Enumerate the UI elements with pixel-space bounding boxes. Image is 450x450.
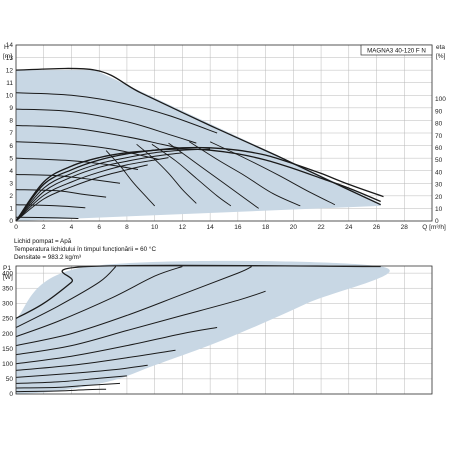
power-curve <box>15 266 183 338</box>
power-curve <box>15 388 107 393</box>
head-tick-label: 11 <box>6 80 13 87</box>
system-curve <box>189 141 301 207</box>
head-tick-label: 1 <box>9 206 13 213</box>
power-tick-label: 400 <box>2 270 13 277</box>
power-curve <box>15 290 266 356</box>
power-axis-label: P1 <box>3 265 11 272</box>
power-tick-label: 300 <box>2 301 13 308</box>
efficiency-tick-label: 50 <box>435 157 443 164</box>
pump-curve <box>15 204 86 209</box>
flow-tick-label: 20 <box>290 224 298 231</box>
head-tick-label: 9 <box>9 105 13 112</box>
efficiency-tick-label: 90 <box>435 108 443 115</box>
efficiency-curves <box>15 146 384 222</box>
power-chart-frame <box>15 265 433 395</box>
flow-axis-label: Q [m³/h] <box>422 224 446 231</box>
head-axis-unit: [m] <box>3 53 12 60</box>
efficiency-tick-label: 70 <box>435 133 443 140</box>
efficiency-curve <box>15 164 148 222</box>
pump-curve <box>15 216 79 219</box>
temperature-note: Temperatura lichidului în timpul funcțio… <box>14 245 156 253</box>
head-chart-frame <box>15 44 433 222</box>
power-curve <box>15 266 117 328</box>
efficiency-curve <box>15 152 183 222</box>
power-tick-label: 200 <box>2 331 13 338</box>
power-curve <box>15 327 218 365</box>
flow-tick-label: 10 <box>151 224 159 231</box>
efficiency-tick-label: 60 <box>435 145 443 152</box>
efficiency-tick-label: 20 <box>435 194 443 201</box>
flow-tick-label: 24 <box>345 224 353 231</box>
efficiency-curve <box>15 146 384 222</box>
power-axis-unit: [W] <box>3 274 13 281</box>
flow-tick-label: 26 <box>373 224 381 231</box>
system-curve <box>136 143 197 204</box>
power-tick-label: 350 <box>2 285 13 292</box>
power-tick-label: 150 <box>2 346 13 353</box>
head-tick-label: 10 <box>6 92 14 99</box>
efficiency-curve <box>15 157 169 222</box>
model-label-box: MAGNA3 40-120 F N <box>360 44 433 56</box>
flow-tick-label: 14 <box>207 224 215 231</box>
power-chart-ticks: 0 50 100 150 200 250 300 350 400 <box>2 270 13 398</box>
power-curve <box>15 266 252 347</box>
efficiency-tick-label: 10 <box>435 206 443 213</box>
head-tick-label: 3 <box>9 180 13 187</box>
head-tick-label: 2 <box>9 193 13 200</box>
pump-curve <box>15 92 218 134</box>
power-curve <box>15 349 176 371</box>
head-tick-label: 0 <box>9 218 13 225</box>
efficiency-tick-label: 0 <box>435 218 439 225</box>
fluid-notes: Lichid pompat = Apă Temperatura lichidul… <box>14 238 156 261</box>
pump-curve <box>15 125 180 149</box>
head-tick-label: 14 <box>6 42 14 49</box>
efficiency-tick-label: 30 <box>435 182 443 189</box>
power-curve <box>15 382 121 389</box>
flow-tick-label: 0 <box>14 224 18 231</box>
head-tick-label: 8 <box>9 118 13 125</box>
system-curve <box>168 142 259 209</box>
flow-tick-label: 2 <box>42 224 46 231</box>
efficiency-curve <box>15 148 211 222</box>
efficiency-axis-label: eta <box>436 44 445 51</box>
model-label: MAGNA3 40-120 F N <box>367 48 426 55</box>
efficiency-tick-label: 100 <box>435 96 446 103</box>
flow-tick-label: 28 <box>401 224 409 231</box>
head-tick-label: 12 <box>6 67 14 74</box>
flow-tick-label: 8 <box>125 224 129 231</box>
head-tick-label: 6 <box>9 143 13 150</box>
pump-curve <box>15 174 121 184</box>
power-flow-chart: 0 50 100 150 200 250 300 350 400 P1 [W] <box>2 260 433 398</box>
flow-tick-label: 18 <box>262 224 270 231</box>
head-tick-label: 4 <box>9 168 13 175</box>
head-axis-label: H <box>4 44 9 51</box>
flow-tick-label: 4 <box>70 224 74 231</box>
head-tick-label: 5 <box>9 155 13 162</box>
fluid-note: Lichid pompat = Apă <box>14 238 72 245</box>
pump-curve <box>15 108 197 144</box>
flow-tick-label: 12 <box>179 224 187 231</box>
flow-tick-label: 6 <box>97 224 101 231</box>
head-tick-label: 7 <box>9 130 13 137</box>
power-tick-label: 250 <box>2 316 13 323</box>
efficiency-axis-unit: [%] <box>436 53 446 60</box>
system-curve <box>105 150 156 207</box>
power-tick-label: 100 <box>2 361 13 368</box>
density-note: Densitate = 983.2 kg/m³ <box>14 254 81 261</box>
power-tick-label: 0 <box>9 391 13 398</box>
system-curve <box>151 143 232 207</box>
head-tick-label: 13 <box>6 55 14 62</box>
power-curve <box>15 375 127 384</box>
power-curve <box>15 364 148 378</box>
power-tick-label: 50 <box>6 376 14 383</box>
efficiency-tick-label: 40 <box>435 169 443 176</box>
pump-curve <box>15 189 107 198</box>
flow-tick-label: 16 <box>234 224 242 231</box>
efficiency-tick-label: 80 <box>435 121 443 128</box>
flow-tick-label: 22 <box>317 224 325 231</box>
head-operating-area <box>16 70 381 221</box>
